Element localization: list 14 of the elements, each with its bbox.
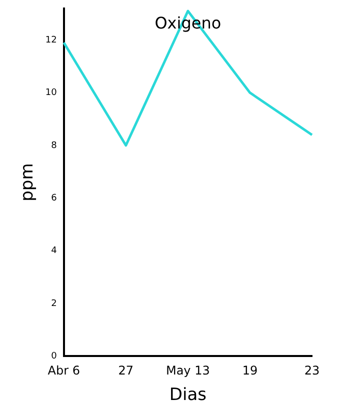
y-tick-label: 12 bbox=[45, 35, 57, 46]
y-tick-label: 4 bbox=[51, 246, 58, 256]
x-tick-label: May 13 bbox=[166, 364, 210, 378]
y-tick-label: 6 bbox=[51, 193, 58, 204]
y-axis-title: ppm bbox=[18, 163, 38, 202]
x-tick-label: 19 bbox=[242, 364, 258, 378]
y-tick-label: 8 bbox=[51, 140, 58, 151]
y-tick-label: 2 bbox=[51, 298, 57, 309]
y-tick-label: 10 bbox=[45, 88, 58, 98]
x-tick-label: 23 bbox=[304, 364, 320, 378]
x-tick-label: 27 bbox=[118, 364, 134, 378]
y-tick-label: 0 bbox=[51, 352, 58, 362]
x-axis-title: Dias bbox=[169, 385, 207, 406]
x-tick-label: Abr 6 bbox=[48, 364, 80, 378]
